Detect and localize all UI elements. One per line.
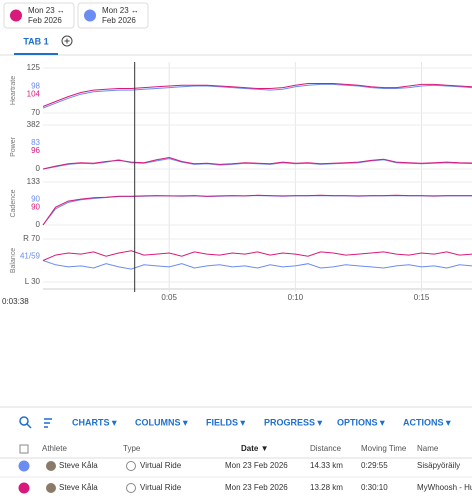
y-tick-label: 382 [27, 120, 41, 129]
toolbar-button[interactable]: CHARTS ▾ [72, 417, 117, 427]
row-color[interactable] [18, 460, 30, 472]
y-tick-label: 125 [27, 63, 41, 72]
tab-underline [14, 53, 58, 55]
data-line [42, 194, 472, 226]
add-tab-plus [64, 38, 70, 44]
y-tick-label: L 30 [25, 277, 41, 286]
toolbar-button[interactable]: PROGRESS ▾ [264, 417, 323, 427]
select-all-checkbox[interactable] [19, 444, 29, 454]
cursor-value: 98 [31, 82, 40, 91]
cell: 0:29:55 [361, 461, 388, 470]
cursor-value: 96 [31, 146, 40, 155]
panel-name: Cadence [10, 189, 17, 217]
panel-name: Power [10, 136, 17, 157]
cursor-value: 90 [31, 203, 40, 212]
date-chip[interactable] [77, 2, 149, 29]
cursor-time: 0:03:38 [2, 297, 29, 306]
search-icon[interactable] [19, 416, 29, 426]
y-tick-label: 0 [36, 220, 41, 229]
chip-color [10, 9, 22, 22]
chip-line: Feb 2026 [102, 16, 136, 25]
data-line [42, 156, 472, 170]
cursor-value: 41/59 [20, 252, 41, 261]
toolbar-button[interactable]: ACTIONS ▾ [403, 417, 451, 427]
y-tick-label: 70 [31, 108, 40, 117]
cell: Virtual Ride [140, 461, 182, 470]
x-tick-label: 0:05 [161, 293, 177, 302]
x-tick-label: 0:15 [414, 293, 430, 302]
cell: Mon 23 Feb 2026 [225, 483, 288, 492]
column-header[interactable]: Athlete [42, 444, 67, 453]
toolbar-button[interactable]: FIELDS ▾ [206, 417, 246, 427]
row-color[interactable] [18, 482, 30, 494]
panel-name: Heartrate [10, 76, 17, 105]
toolbar-button[interactable]: COLUMNS ▾ [135, 417, 188, 427]
data-line [42, 83, 472, 109]
y-tick-label: 133 [27, 177, 41, 186]
chip-line: Feb 2026 [28, 16, 62, 25]
date-chip[interactable] [3, 2, 75, 29]
tab[interactable]: TAB 1 [23, 36, 48, 46]
activity-icon [126, 483, 136, 493]
chip-line: Mon 23 ↔ [28, 6, 65, 15]
chip-line: Mon 23 ↔ [102, 6, 139, 15]
search-icon-handle [26, 423, 32, 429]
data-line [42, 250, 472, 261]
cursor-value: 90 [31, 195, 40, 204]
chip-color [84, 9, 96, 22]
avatar [46, 483, 56, 493]
panel-name: Balance [10, 248, 17, 273]
column-header[interactable]: Moving Time [361, 444, 407, 453]
column-header[interactable]: Name [417, 444, 439, 453]
cursor-value: 83 [31, 138, 40, 147]
x-tick-label: 0:10 [288, 293, 304, 302]
cell: Mon 23 Feb 2026 [225, 461, 288, 470]
data-line [42, 83, 472, 107]
cell: MyWhoosh - Hud [417, 483, 472, 492]
add-tab[interactable] [61, 35, 73, 47]
y-tick-label: R 70 [23, 234, 40, 243]
cell: 13.28 km [310, 483, 343, 492]
cell: Virtual Ride [140, 483, 182, 492]
cell: 0:30:10 [361, 483, 388, 492]
cell: Steve Kåla [59, 461, 98, 470]
cursor-value: 104 [27, 90, 41, 99]
cell: 14.33 km [310, 461, 343, 470]
column-header[interactable]: Date ▼ [241, 444, 268, 453]
y-tick-label: 0 [36, 164, 41, 173]
toolbar-button[interactable]: OPTIONS ▾ [337, 417, 385, 427]
column-header[interactable]: Type [123, 444, 141, 453]
filter-icon[interactable] [44, 418, 52, 428]
column-header[interactable]: Distance [310, 444, 342, 453]
cell: Steve Kåla [59, 483, 98, 492]
activity-icon [126, 461, 136, 471]
data-line [42, 260, 472, 270]
cell: Sisäpyöräily [417, 461, 460, 470]
avatar [46, 461, 56, 471]
